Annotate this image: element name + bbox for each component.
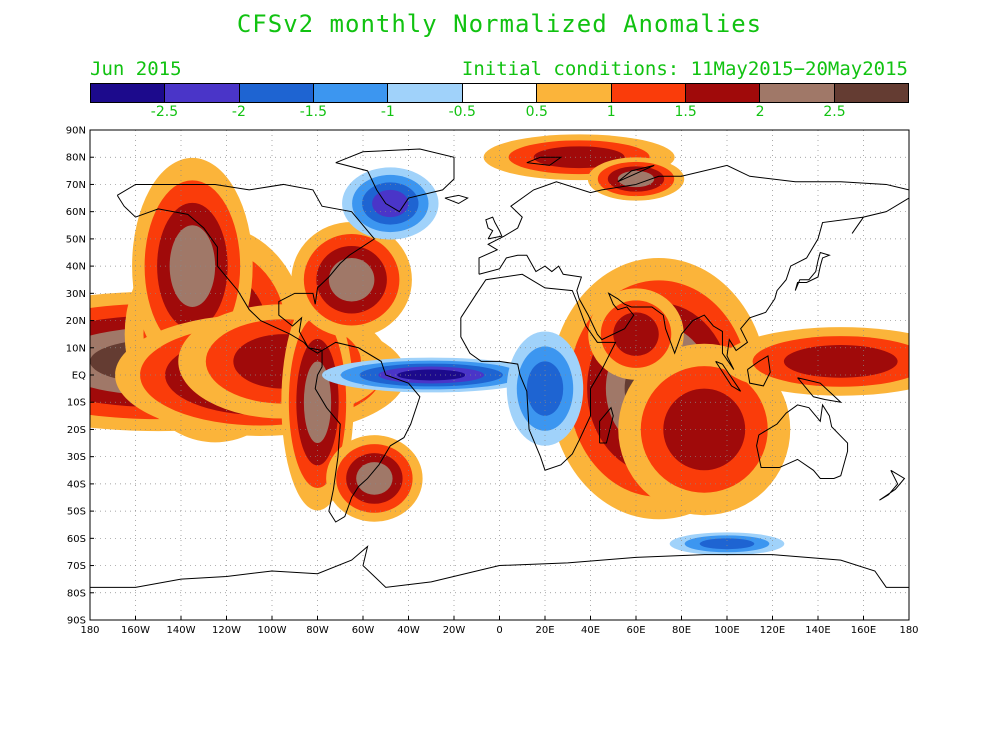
lat-label: 10N: [66, 343, 86, 354]
lon-label: 20W: [443, 625, 466, 636]
coastlines: [90, 148, 909, 588]
lon-label: 180: [899, 625, 918, 636]
colorbar-swatch-2: [239, 84, 315, 102]
anomaly-contour: [169, 225, 216, 307]
lat-label: 50S: [67, 507, 86, 518]
colorbar-swatch-8: [685, 84, 761, 102]
lat-label: 20N: [66, 316, 86, 327]
colorbar-swatch-1: [165, 84, 240, 102]
colorbar-labels: -2.5 -2 -1.5 -1 -0.5 0.5 1 1.5 2 2.5: [90, 104, 909, 122]
coastline: [335, 148, 455, 213]
coastline: [879, 469, 906, 501]
anomaly-contour: [303, 361, 332, 444]
lat-label: 10S: [67, 398, 86, 409]
colorbar-label: -1: [380, 104, 395, 120]
coastline: [116, 183, 376, 354]
colorbar-label: -2.5: [150, 104, 179, 120]
coastline: [485, 216, 503, 240]
colorbar-swatch-9: [760, 84, 835, 102]
lon-label: 0: [496, 625, 502, 636]
lon-axis-labels: 180 160W 140W 120W 100W 80W 60W 40W 20W 0 20E 40E 60…: [80, 625, 918, 636]
colorbar-label: 1: [606, 104, 616, 120]
lat-label: 60N: [66, 207, 86, 218]
coastline: [90, 545, 909, 588]
coastline: [599, 406, 614, 444]
lon-label: 60E: [626, 625, 645, 636]
anomaly-contour: [397, 369, 466, 381]
lat-label: 40S: [67, 479, 86, 490]
colorbar-label: 2.5: [823, 104, 846, 120]
colorbar-label: -1.5: [299, 104, 328, 120]
coastline: [314, 341, 421, 523]
anomaly-contour: [533, 146, 625, 169]
grid-lines: [90, 130, 909, 620]
colorbar: [90, 83, 909, 103]
colorbar-swatch-0: [91, 84, 166, 102]
lat-label: 20S: [67, 425, 86, 436]
lon-label: 180: [80, 625, 99, 636]
coastline: [746, 355, 771, 387]
lat-label: 40N: [66, 262, 86, 273]
lon-label: 40E: [581, 625, 600, 636]
lon-label: 40W: [397, 625, 420, 636]
lat-label: 70S: [67, 561, 86, 572]
colorbar-label: -2: [231, 104, 246, 120]
lat-label: 30N: [66, 289, 86, 300]
lon-label: 100E: [714, 625, 739, 636]
colorbar-label: -0.5: [448, 104, 476, 120]
anomaly-contour: [356, 462, 393, 495]
axis-ticks: [89, 129, 910, 621]
lat-label: 60S: [67, 534, 86, 545]
lon-label: 100W: [258, 625, 287, 636]
chart-title: CFSv2 monthly Normalized Anomalies: [236, 10, 763, 38]
lon-label: 160E: [851, 625, 876, 636]
lat-label: EQ: [72, 371, 86, 382]
lon-label: 60W: [352, 625, 375, 636]
coastline: [715, 360, 742, 392]
colorbar-swatch-3: [314, 84, 389, 102]
lat-label: 30S: [67, 452, 86, 463]
lat-label: 50N: [66, 234, 86, 245]
coastline: [460, 273, 617, 471]
lon-label: 20E: [535, 625, 554, 636]
lat-label: 80N: [66, 153, 86, 164]
lat-label: 90S: [67, 616, 86, 627]
lon-label: 140E: [805, 625, 830, 636]
coastline: [478, 164, 909, 370]
anomaly-contour: [613, 312, 659, 356]
lon-label: 160W: [121, 625, 150, 636]
anomaly-contour: [526, 361, 564, 416]
coastline: [617, 164, 655, 183]
lat-label: 90N: [66, 126, 86, 137]
lon-label: 140W: [167, 625, 196, 636]
lon-label: 120W: [212, 625, 241, 636]
initial-conditions: Initial conditions: 11May2015−20May2015: [461, 58, 908, 80]
coastline: [794, 251, 831, 291]
coastline: [756, 403, 849, 479]
lat-label: 80S: [67, 588, 86, 599]
colorbar-label: 1.5: [674, 104, 697, 120]
coastline: [526, 156, 563, 166]
colorbar-swatch-6: [537, 84, 612, 102]
colorbar-label: 2: [755, 104, 765, 120]
lon-label: 80E: [672, 625, 691, 636]
anomaly-contour: [372, 189, 409, 218]
colorbar-swatch-4: [388, 84, 463, 102]
lon-label: 120E: [760, 625, 785, 636]
colorbar-swatch-10: [834, 84, 908, 102]
anomaly-contour: [783, 345, 898, 378]
colorbar-swatch-5: [462, 84, 538, 102]
anomaly-contour: [663, 388, 746, 471]
coastline: [444, 194, 469, 205]
colorbar-label: 0.5: [525, 104, 548, 120]
colorbar-swatch-7: [611, 84, 686, 102]
anomaly-contour: [699, 538, 755, 550]
lat-axis-labels: 90N 80N 70N 60N 50N 40N 30N 20N 10N EQ 10S 20S 30S 40…: [66, 126, 86, 627]
coastline: [797, 377, 843, 403]
lon-label: 80W: [306, 625, 329, 636]
forecast-month: Jun 2015: [90, 58, 182, 80]
anomaly-contour: [328, 257, 375, 302]
lat-label: 70N: [66, 180, 86, 191]
